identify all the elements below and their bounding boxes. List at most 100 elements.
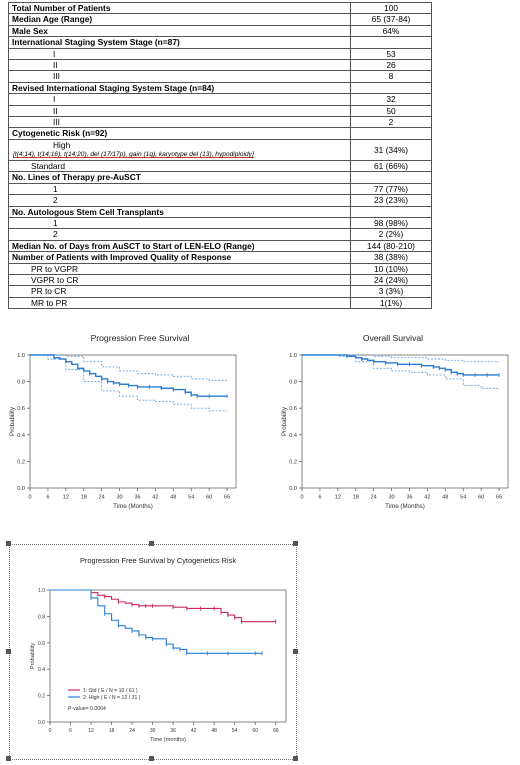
x-tick-label: 42 — [191, 728, 197, 734]
table-row: VGPR to CR 24 (24%) — [8, 273, 432, 287]
row-value: 50 — [350, 104, 432, 118]
os-chart: Overall Survival 0.0 0.2 0.4 0.6 0.8 1.0 0 6 12 18… — [281, 333, 509, 510]
table-row: No. Autologous Stem Cell Transplants — [8, 205, 432, 218]
patient-characteristics-table: Total Number of Patients 100 Median Age (R… — [8, 1, 432, 310]
x-tick-label: 24 — [99, 495, 105, 501]
chart-title: Overall Survival — [363, 333, 423, 343]
x-axis-label: Time (Months) — [385, 503, 425, 510]
row-value — [350, 81, 432, 95]
chart-title: Progression Free Survival by Cytogenetic… — [80, 556, 236, 565]
plot-frame — [49, 589, 287, 723]
row-label: PR to CR — [8, 285, 351, 298]
x-tick-label: 66 — [273, 728, 279, 734]
row-label: No. Lines of Therapy pre-AuSCT — [8, 171, 351, 184]
row-label: Standard — [8, 159, 351, 173]
row-value: 100 — [350, 1, 432, 15]
x-tick-label: 12 — [335, 495, 341, 501]
row-label: Median No. of Days from AuSCT to Start o… — [8, 239, 351, 253]
x-tick-label: 36 — [406, 495, 412, 501]
frame-handle — [6, 649, 11, 654]
y-tick-label: 0.6 — [38, 641, 45, 647]
frame-handle — [149, 541, 154, 546]
table-row: No. Lines of Therapy pre-AuSCT — [8, 171, 432, 184]
frame-handle — [149, 756, 154, 761]
row-value: 3 (3%) — [350, 285, 432, 298]
row-value: 98 (98%) — [350, 216, 432, 230]
table-row: II 50 — [8, 104, 432, 118]
row-value: 61 (66%) — [350, 159, 432, 173]
x-tick-label: 36 — [170, 728, 176, 734]
confidence-band — [302, 354, 500, 389]
row-label: Male Sex — [8, 24, 351, 38]
row-label: Number of Patients with Improved Quality… — [8, 251, 351, 264]
y-tick-label: 1.0 — [38, 588, 45, 594]
survival-curve — [50, 589, 276, 623]
row-label: PR to VGPR — [8, 262, 351, 275]
row-value: 10 (10%) — [350, 262, 432, 275]
y-tick-label: 0.6 — [289, 406, 297, 412]
y-tick-label: 0.8 — [289, 380, 297, 386]
confidence-band — [30, 354, 228, 381]
frame-handle — [6, 756, 11, 761]
y-axis-label: Probability — [281, 406, 288, 436]
table-row: I 53 — [8, 47, 432, 61]
y-tick-label: 1.0 — [289, 353, 297, 359]
x-tick-label: 24 — [371, 495, 377, 501]
x-tick-label: 36 — [134, 495, 140, 501]
legend-label: 1: Std ( E / N = 10 / 61 ) — [83, 688, 138, 694]
x-tick-label: 18 — [109, 728, 115, 734]
row-value: 8 — [350, 70, 432, 83]
high-risk-note: [t(4;14), t(14;16), t(14;20), del (17/17… — [13, 150, 254, 158]
table-row: Number of Patients with Improved Quality… — [8, 251, 432, 264]
row-label: MR to PR — [8, 296, 351, 310]
x-tick-label: 0 — [28, 495, 31, 501]
y-tick-label: 0.8 — [38, 614, 45, 620]
y-tick-label: 0.0 — [38, 720, 45, 726]
row-value: 26 — [350, 59, 432, 72]
row-label: VGPR to CR — [8, 273, 351, 287]
table-row: PR to VGPR 10 (10%) — [8, 262, 432, 275]
table-row: II 26 — [8, 59, 432, 72]
x-tick-label: 54 — [232, 728, 238, 734]
row-value: 64% — [350, 24, 432, 38]
confidence-band — [30, 354, 228, 412]
x-axis-label: Time (Months) — [113, 503, 153, 510]
table-row: I 32 — [8, 93, 432, 106]
table-row: PR to CR 3 (3%) — [8, 285, 432, 298]
row-label: 2 — [8, 194, 351, 207]
frame-handle — [6, 541, 11, 546]
y-tick-label: 0.6 — [17, 406, 25, 412]
survival-curve — [302, 354, 500, 376]
y-axis-label: Probability — [30, 643, 36, 669]
row-value: 2 (2%) — [350, 228, 432, 241]
y-tick-label: 0.4 — [289, 433, 297, 439]
survival-curve — [50, 589, 263, 654]
row-label: II — [8, 59, 351, 72]
table-row: Cytogenetic Risk (n=92) — [8, 127, 432, 140]
table-row: Revised International Staging System Sta… — [8, 81, 432, 95]
row-value: 24 (24%) — [350, 273, 432, 287]
table-row: Median Age (Range) 65 (37-84) — [8, 13, 432, 26]
row-label: Cytogenetic Risk (n=92) — [8, 127, 351, 140]
y-tick-label: 0.4 — [17, 433, 25, 439]
row-label-text: High — [53, 139, 71, 150]
x-tick-label: 48 — [442, 495, 448, 501]
row-value: 32 — [350, 93, 432, 106]
row-value: 53 — [350, 47, 432, 61]
frame-handle — [293, 541, 298, 546]
row-value: 2 — [350, 116, 432, 129]
x-tick-label: 42 — [424, 495, 430, 501]
row-label: High [t(4;14), t(14;16), t(14;20), del (1… — [8, 138, 351, 161]
plot-frame — [29, 354, 237, 489]
x-tick-label: 12 — [88, 728, 94, 734]
row-label: I — [8, 47, 351, 61]
x-tick-label: 6 — [46, 495, 49, 501]
row-value: 77 (77%) — [350, 182, 432, 196]
x-tick-label: 48 — [211, 728, 217, 734]
x-tick-label: 42 — [152, 495, 158, 501]
row-value — [350, 171, 432, 184]
row-label: III — [8, 116, 351, 129]
row-label: Median Age (Range) — [8, 13, 351, 26]
x-tick-label: 60 — [252, 728, 258, 734]
y-tick-label: 0.8 — [17, 380, 25, 386]
